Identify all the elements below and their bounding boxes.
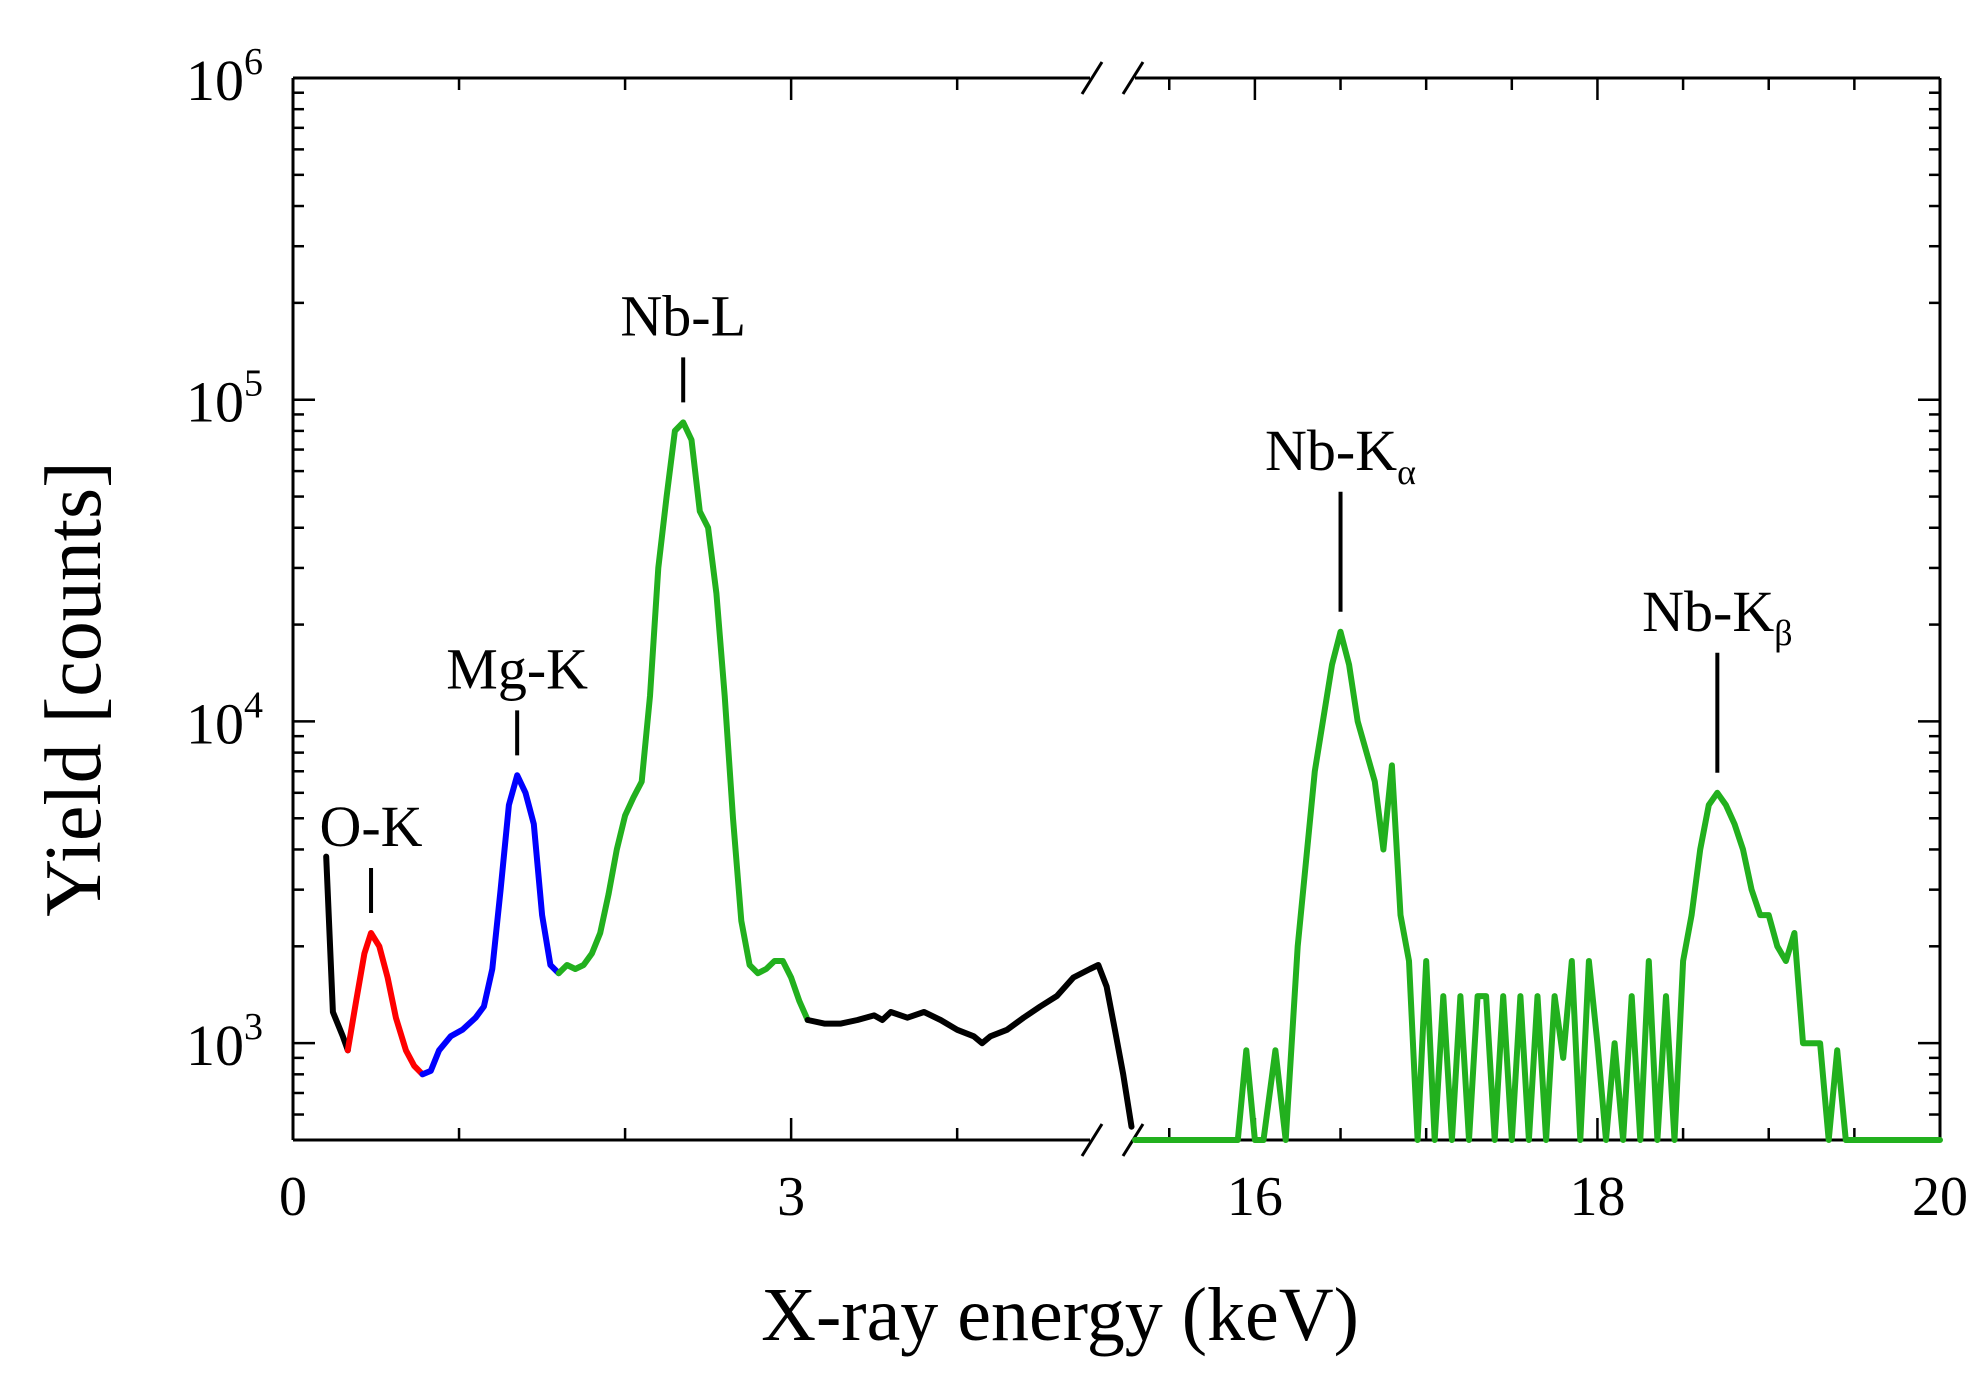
series-background-start <box>323 853 351 1054</box>
y-tick-label: 103 <box>186 1006 263 1078</box>
x-tick-label: 16 <box>1227 1166 1283 1228</box>
annotation-label-0: O-K <box>319 794 422 859</box>
y-tick-label: 105 <box>186 363 263 435</box>
peak-annotations: O-K Mg-K Nb-L Nb-Kα Nb-Kβ <box>319 283 1793 913</box>
x-tick-label: 18 <box>1569 1166 1625 1228</box>
y-tick-label: 104 <box>186 684 263 756</box>
axis-break-mark-bottom-1 <box>1080 1123 1104 1157</box>
series-background-mid <box>804 962 1135 1130</box>
annotation-label-1: Mg-K <box>446 636 588 701</box>
y-axis-label: Yield [counts] <box>30 461 118 916</box>
annotation-label-4: Nb-Kβ <box>1642 579 1792 653</box>
annotation-label-3: Nb-Kα <box>1265 418 1416 492</box>
series-Mg-K <box>419 772 562 1078</box>
x-tick-label: 3 <box>777 1166 805 1228</box>
series-O-K <box>344 930 426 1078</box>
x-axis-label: X-ray energy (keV) <box>761 1273 1359 1357</box>
y-axis-ticks: 103 104 105 106 <box>186 41 1940 1142</box>
plot-frame <box>291 61 1942 1157</box>
axis-break-mark-top-1 <box>1080 61 1104 95</box>
series-Nb-K <box>1132 628 1943 1143</box>
x-tick-label: 20 <box>1912 1166 1968 1228</box>
y-tick-label: 106 <box>186 41 263 113</box>
axis-break-mark-top-2 <box>1121 61 1145 95</box>
annotation-label-2: Nb-L <box>620 283 746 348</box>
x-tick-label: 0 <box>279 1166 307 1228</box>
series-Nb-L <box>555 419 811 1023</box>
series-layer <box>323 419 1943 1143</box>
